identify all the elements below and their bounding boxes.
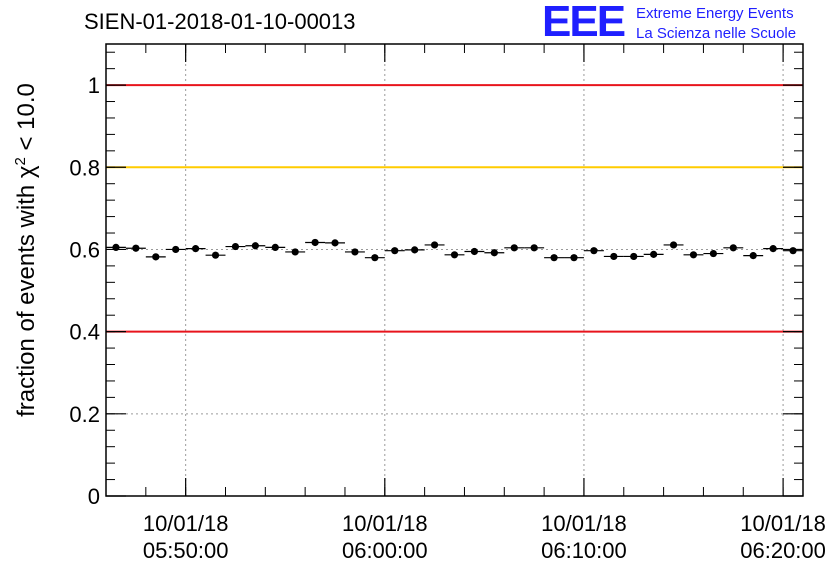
grid-layer [106, 44, 803, 496]
data-point [530, 244, 538, 252]
data-point [490, 249, 498, 257]
logo-line-2: La Scienza nelle Scuole [636, 25, 797, 42]
logo-line-1: Extreme Energy Events [636, 5, 794, 22]
data-point [669, 241, 678, 249]
data-point [729, 244, 737, 252]
axis-ticks [105, 44, 803, 497]
data-point [351, 248, 359, 256]
data-point [510, 244, 518, 252]
chart-title: SIEN-01-2018-01-10-00013 [84, 9, 356, 34]
data-point [271, 243, 279, 251]
y-tick-label: 0.8 [69, 155, 100, 180]
x-tick-label-date: 10/01/18 [143, 511, 229, 536]
data-point [749, 252, 757, 260]
x-tick-label-time: 06:20:00 [740, 538, 826, 563]
y-axis-label: fraction of events with χ2 < 10.0 [12, 83, 40, 417]
data-point [172, 245, 180, 254]
data-point [211, 251, 220, 259]
data-point [291, 248, 299, 256]
data-point [789, 247, 797, 255]
y-axis-label-main: fraction of events with χ [13, 165, 40, 417]
logo-mark: EEE [542, 0, 626, 46]
x-tick-label-time: 06:10:00 [541, 538, 627, 563]
plot-frame [105, 43, 804, 497]
data-point [590, 247, 598, 255]
data-point [709, 249, 717, 258]
y-tick-label: 0.4 [69, 320, 100, 345]
data-point [570, 254, 578, 262]
y-axis-label-tail: < 10.0 [13, 83, 40, 157]
y-tick-label: 0.6 [69, 237, 100, 262]
data-point [630, 252, 638, 261]
data-points [106, 238, 803, 262]
reference-lines [106, 84, 803, 333]
data-point [251, 242, 259, 250]
tick-labels: 00.20.40.60.8110/01/1805:50:0010/01/1806… [69, 73, 825, 563]
data-point [192, 245, 200, 253]
data-point [650, 250, 658, 258]
data-point [311, 238, 319, 247]
x-tick-label-time: 05:50:00 [143, 538, 229, 563]
data-point [411, 246, 419, 254]
data-point [430, 241, 439, 249]
x-tick-label-date: 10/01/18 [342, 511, 428, 536]
data-point [331, 239, 339, 247]
data-point [371, 254, 379, 262]
data-point [391, 247, 399, 255]
y-axis-label-sup: 2 [12, 157, 29, 165]
eee-logo: EEE Extreme Energy Events La Scienza nel… [542, 0, 832, 46]
data-point [132, 244, 140, 252]
data-point [550, 254, 558, 262]
y-tick-label: 0.2 [69, 402, 100, 427]
y-tick-label: 0 [88, 484, 100, 509]
x-tick-label-date: 10/01/18 [541, 511, 627, 536]
data-point [231, 242, 240, 251]
data-point [450, 251, 459, 259]
x-tick-label-date: 10/01/18 [740, 511, 826, 536]
data-point [470, 247, 479, 256]
y-tick-label: 1 [88, 73, 100, 98]
x-tick-label-time: 06:00:00 [342, 538, 428, 563]
data-point [689, 251, 698, 259]
data-point [769, 245, 777, 253]
data-point [152, 253, 160, 261]
data-point [610, 252, 618, 261]
